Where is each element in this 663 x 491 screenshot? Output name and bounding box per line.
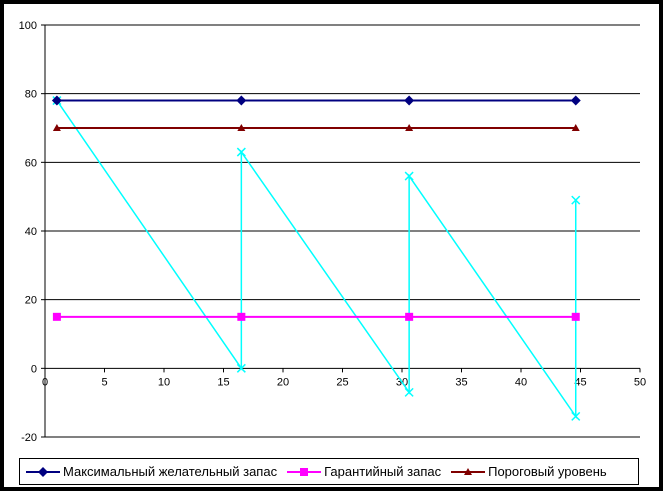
triangle-marker bbox=[464, 467, 473, 475]
chart-background bbox=[4, 4, 659, 487]
x-tick-label: 10 bbox=[158, 376, 170, 388]
y-tick-label: 60 bbox=[25, 157, 37, 169]
legend-label: Максимальный желательный запас bbox=[63, 464, 278, 479]
y-tick-label: 0 bbox=[31, 363, 37, 375]
x-marker-stroke bbox=[571, 195, 581, 205]
diamond-marker bbox=[51, 95, 62, 106]
x-tick-label: 20 bbox=[277, 376, 289, 388]
y-tick-label: 40 bbox=[25, 226, 37, 238]
square-marker bbox=[237, 312, 246, 321]
legend-item: Гарантийный запас bbox=[287, 464, 441, 479]
diamond-marker bbox=[404, 95, 415, 106]
diamond-marker bbox=[236, 95, 247, 106]
x-marker bbox=[404, 387, 414, 397]
legend-swatch bbox=[26, 466, 60, 477]
x-tick-label: 45 bbox=[574, 376, 586, 388]
legend-label: Гарантийный запас bbox=[324, 464, 442, 479]
square-marker bbox=[300, 467, 309, 476]
triangle-marker bbox=[237, 124, 246, 131]
x-tick-label: 25 bbox=[336, 376, 348, 388]
series-2 bbox=[52, 124, 580, 131]
y-tick-label: 20 bbox=[25, 295, 37, 307]
legend-label: Пороговый уровень bbox=[488, 464, 607, 479]
square-marker bbox=[52, 312, 61, 321]
legend-swatch bbox=[287, 467, 322, 476]
triangle-marker bbox=[405, 124, 414, 131]
y-tick-label: -20 bbox=[21, 432, 37, 444]
x-tick-label: 40 bbox=[515, 376, 527, 388]
x-marker-stroke bbox=[236, 147, 246, 157]
legend-item: Максимальный желательный запас bbox=[26, 464, 277, 479]
x-marker bbox=[236, 147, 246, 157]
triangle-marker bbox=[52, 124, 61, 131]
diamond-marker bbox=[38, 466, 48, 477]
x-marker bbox=[404, 171, 414, 181]
x-marker-stroke bbox=[571, 411, 581, 421]
x-marker bbox=[236, 363, 246, 373]
legend-item: Пороговый уровень bbox=[451, 464, 607, 479]
x-marker-stroke bbox=[404, 171, 414, 181]
x-marker-stroke bbox=[404, 387, 414, 397]
x-tick-label: 35 bbox=[455, 376, 467, 388]
series-3 bbox=[52, 96, 581, 421]
series-1 bbox=[52, 312, 580, 321]
square-marker bbox=[571, 312, 580, 321]
y-tick-label: 80 bbox=[25, 89, 37, 101]
x-tick-label: 50 bbox=[634, 376, 646, 388]
x-tick-label: 15 bbox=[217, 376, 229, 388]
square-marker bbox=[405, 312, 414, 321]
x-marker bbox=[571, 195, 581, 205]
triangle-marker bbox=[571, 124, 580, 131]
x-tick-label: 0 bbox=[42, 376, 48, 388]
series-0 bbox=[51, 95, 581, 106]
x-marker bbox=[571, 411, 581, 421]
diamond-marker bbox=[570, 95, 581, 106]
x-tick-label: 5 bbox=[101, 376, 107, 388]
legend-swatch bbox=[451, 467, 486, 475]
x-marker-stroke bbox=[236, 363, 246, 373]
y-tick-label: 100 bbox=[19, 20, 37, 32]
legend: Максимальный желательный запас Гарантийны… bbox=[19, 458, 639, 485]
